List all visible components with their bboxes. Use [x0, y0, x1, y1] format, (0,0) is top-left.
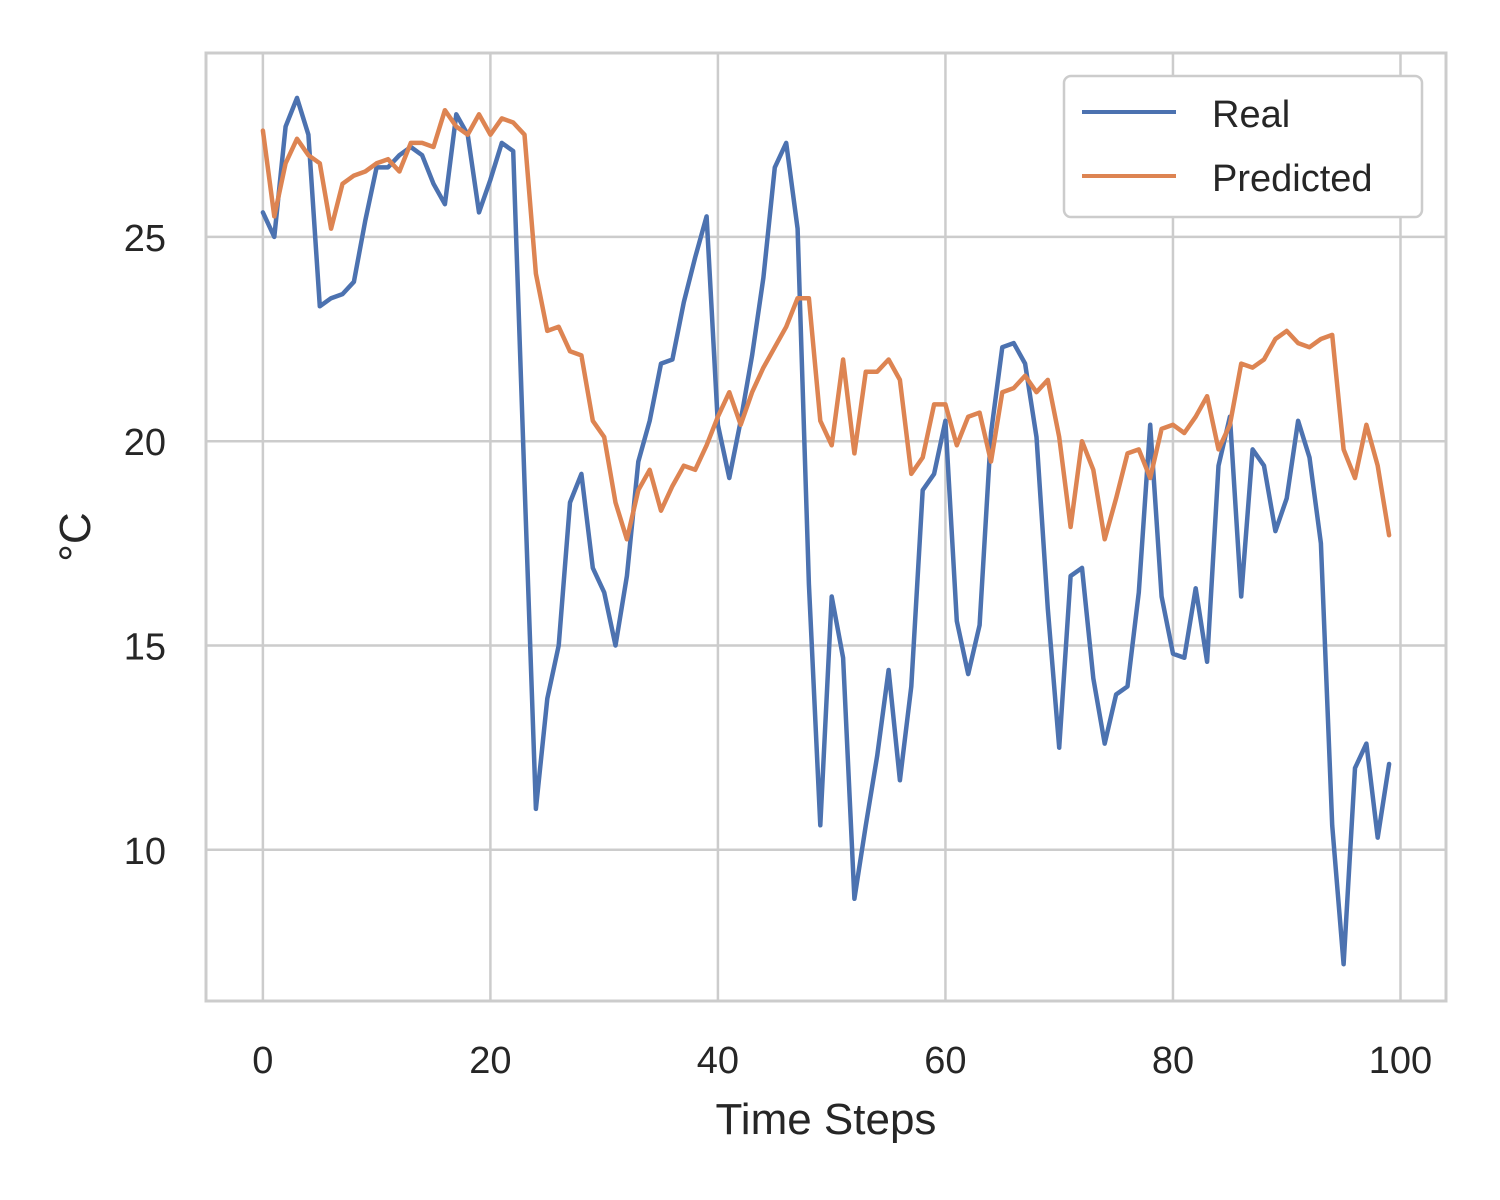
x-tick-label: 80 [1152, 1040, 1194, 1082]
series-line-predicted [260, 107, 1392, 542]
x-tick-label: 0 [252, 1040, 273, 1082]
data-series [260, 95, 1392, 967]
y-axis-title: °C [51, 512, 100, 561]
x-tick-label: 60 [924, 1040, 966, 1082]
x-tick-label: 20 [469, 1040, 511, 1082]
y-tick-label: 15 [124, 627, 166, 669]
x-tick-label: 40 [697, 1040, 739, 1082]
tick-labels: 0 20 40 60 80 100 10 15 20 25 [124, 218, 1432, 1082]
legend: Real Predicted [1062, 74, 1424, 219]
series-line-real [260, 95, 1392, 967]
x-tick-label: 100 [1369, 1040, 1432, 1082]
y-tick-label: 10 [124, 831, 166, 873]
legend-label-real: Real [1212, 94, 1290, 136]
x-axis-title: Time Steps [716, 1095, 937, 1144]
grid-lines [206, 53, 1446, 1001]
plot-frame [204, 51, 1448, 1003]
y-tick-label: 20 [124, 422, 166, 464]
legend-label-predicted: Predicted [1212, 158, 1373, 200]
y-tick-label: 25 [124, 218, 166, 260]
